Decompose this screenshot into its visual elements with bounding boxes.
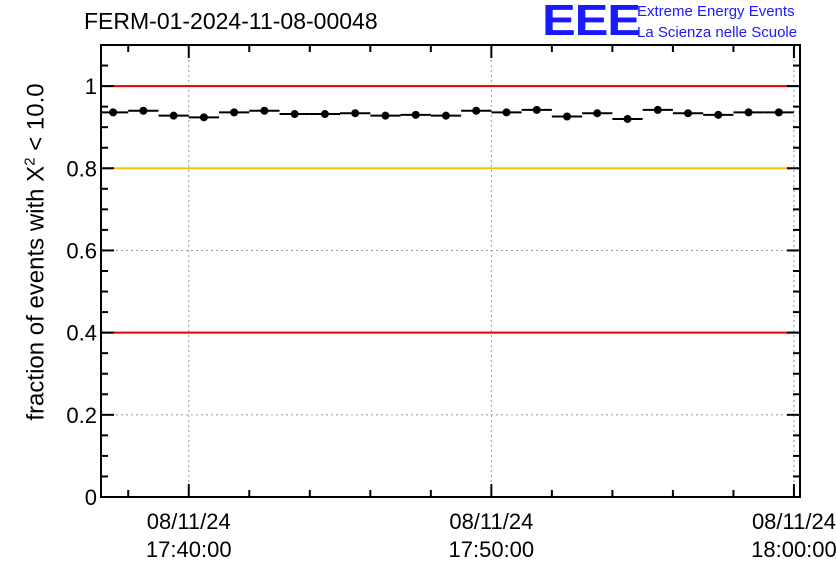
data-point: [714, 110, 723, 119]
data-point: [502, 108, 511, 117]
data-point: [109, 108, 118, 117]
data-point: [593, 109, 602, 118]
data-point: [441, 111, 450, 120]
data-point: [744, 108, 753, 117]
y-tick-labels: 0 0.2 0.4 0.6 0.8 1: [66, 74, 97, 510]
data-point: [199, 113, 208, 122]
x-tick-label-date: 08/11/24: [449, 509, 533, 534]
data-point: [139, 106, 148, 115]
y-tick-label: 0.2: [66, 403, 97, 428]
y-tick-label: 0.8: [66, 156, 97, 181]
data-point: [320, 110, 329, 119]
axis-ticks: [101, 44, 800, 498]
x-tick-label-time: 17:40:00: [146, 537, 232, 562]
data-point: [684, 109, 693, 118]
y-tick-label: 1: [85, 74, 97, 99]
data-point: [381, 111, 390, 120]
y-axis-label-main: fraction of events with X: [22, 165, 50, 421]
eee-logo: EEE: [542, 0, 641, 45]
data-point: [411, 110, 420, 119]
data-point: [563, 112, 571, 121]
logo-text-line1: Extreme Energy Events: [637, 3, 795, 20]
logo-text-line2: La Scienza nelle Scuole: [637, 24, 798, 41]
data-point: [169, 111, 178, 120]
x-tick-label-date: 08/11/24: [147, 509, 231, 534]
data-point: [532, 105, 541, 114]
x-tick-label-time: 18:00:00: [751, 537, 836, 562]
data-point: [653, 105, 662, 114]
y-axis-label-suffix: < 10.0: [22, 83, 50, 158]
data-point: [351, 109, 360, 118]
y-axis-label: fraction of events with X2 < 10.0: [22, 83, 51, 420]
y-tick-label: 0.6: [66, 238, 97, 263]
y-tick-label: 0: [85, 485, 97, 510]
x-tick-label-time: 17:50:00: [449, 537, 535, 562]
data-point: [230, 108, 239, 117]
data-point: [472, 106, 481, 115]
data-point: [774, 108, 783, 117]
data-point: [260, 106, 269, 115]
x-tick-labels: 08/11/24 17:40:00 08/11/24 17:50:00 08/11/24…: [146, 509, 836, 562]
y-axis-label-superscript: 2: [21, 157, 39, 166]
y-tick-label: 0.4: [66, 321, 97, 346]
reference-lines: [101, 85, 800, 334]
data-point: [290, 110, 299, 119]
data-points: [101, 105, 794, 123]
x-tick-label-date: 08/11/24: [752, 509, 836, 534]
data-point: [623, 114, 632, 123]
chart-title: FERM-01-2024-11-08-00048: [84, 8, 378, 34]
